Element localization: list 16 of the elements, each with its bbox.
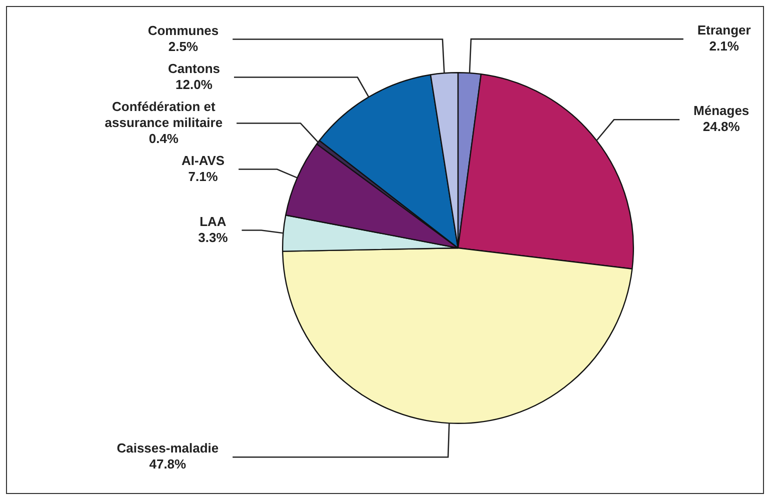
- data-label: 2.5%: [168, 38, 198, 54]
- data-label: 12.0%: [176, 76, 213, 92]
- slice-label: Ménages: [694, 103, 750, 118]
- slice-label: Caisses-maladie: [116, 440, 219, 456]
- slice-label: Confédération et assurance militaire: [104, 98, 223, 130]
- data-label: 3.3%: [198, 230, 228, 245]
- slice-label: Etranger: [697, 22, 751, 38]
- slice-label: AI-AVS: [182, 152, 225, 168]
- slice-label: Cantons: [168, 60, 220, 76]
- data-label: 0.4%: [148, 130, 179, 146]
- data-label: 47.8%: [149, 456, 187, 472]
- data-label: 2.1%: [709, 38, 740, 54]
- data-label: 24.8%: [702, 119, 740, 134]
- slice-label: Communes: [148, 22, 219, 38]
- data-label: 7.1%: [188, 168, 218, 184]
- slice-label: LAA: [200, 214, 227, 229]
